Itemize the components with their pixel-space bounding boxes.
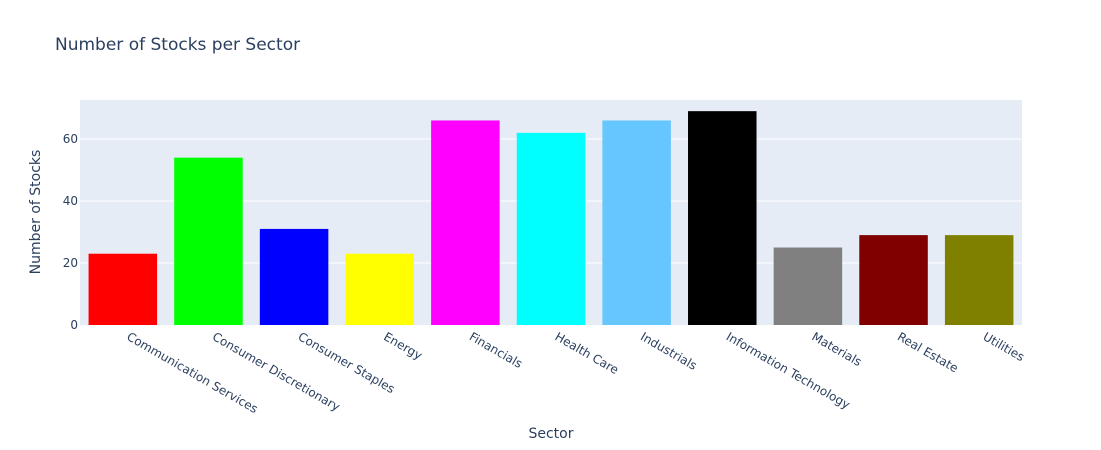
y-tick-label: 40 xyxy=(63,194,78,208)
y-axis-title: Number of Stocks xyxy=(28,150,44,275)
bar-real-estate xyxy=(859,235,928,325)
bar-industrials xyxy=(602,120,671,325)
bar-utilities xyxy=(944,235,1014,325)
bar-energy xyxy=(345,253,414,325)
bars xyxy=(88,111,1014,325)
bar-communication-services xyxy=(88,253,158,325)
bar-financials xyxy=(431,120,500,325)
bar-information-technology xyxy=(688,111,757,325)
bar-consumer-discretionary xyxy=(174,157,243,325)
y-tick-label: 0 xyxy=(70,318,78,332)
chart-title: Number of Stocks per Sector xyxy=(55,35,300,55)
bar-health-care xyxy=(516,132,586,325)
bar-consumer-staples xyxy=(259,228,329,325)
y-axis-ticks: 0 20 40 60 xyxy=(63,132,78,332)
bar-materials xyxy=(773,247,843,325)
y-tick-label: 60 xyxy=(63,132,78,146)
y-tick-label: 20 xyxy=(63,256,78,270)
x-axis-title: Sector xyxy=(528,426,573,442)
